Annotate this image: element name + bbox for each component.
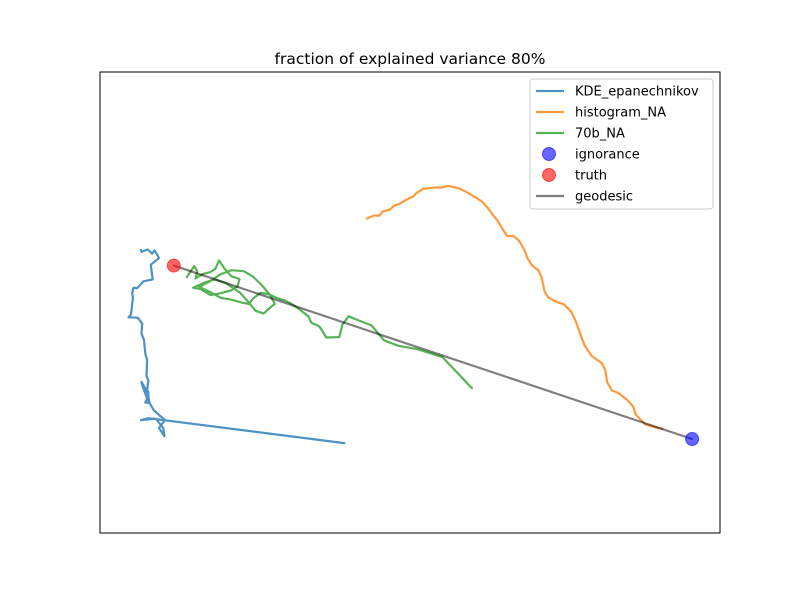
legend-entries: KDE_epanechnikov histogram_NA 70b_NAignora… xyxy=(536,85,699,205)
legend-label-ignorance: ignorance xyxy=(575,148,640,163)
legend-label-kde-epanechnikov: KDE_epanechnikov xyxy=(575,85,699,100)
marker-ignorance xyxy=(685,432,700,446)
series-line-geodesic xyxy=(172,264,694,441)
marker-truth xyxy=(166,258,181,273)
legend-label-histogram-na: histogram_NA xyxy=(575,106,666,121)
legend-marker-ignorance xyxy=(542,147,556,161)
legend-label-70b-na: 70b_NA xyxy=(575,127,625,142)
legend: KDE_epanechnikov histogram_NA 70b_NAignora… xyxy=(529,78,714,210)
series-line-kde-epanechnikov xyxy=(127,248,346,445)
legend-marker-truth xyxy=(542,168,556,182)
series-line-70b-na xyxy=(185,259,474,390)
series-line-histogram-na xyxy=(365,184,664,430)
legend-label-truth: truth xyxy=(575,169,607,184)
chart-title: fraction of explained variance 80% xyxy=(275,50,546,68)
legend-frame xyxy=(529,78,714,210)
legend-label-geodesic: geodesic xyxy=(575,190,633,205)
series-layer xyxy=(127,184,700,446)
